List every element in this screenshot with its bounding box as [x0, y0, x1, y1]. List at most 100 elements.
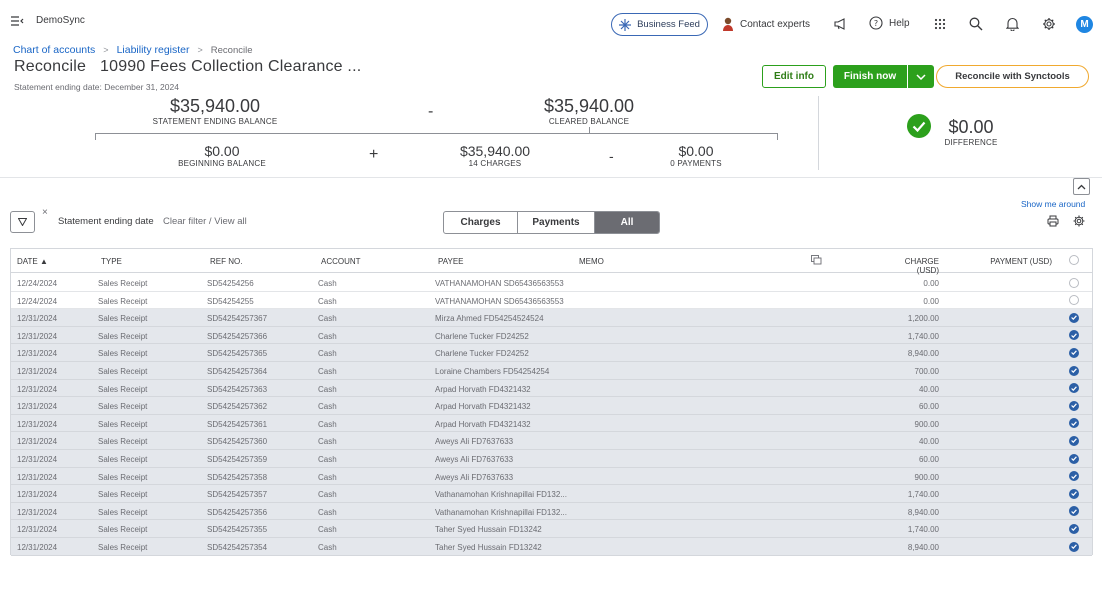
cell-payee: VATHANAMOHAN SD65436563553 [435, 279, 564, 288]
copy-columns-icon[interactable] [811, 255, 822, 265]
segment-payments[interactable]: Payments [518, 212, 595, 233]
cell-date: 12/31/2024 [17, 349, 58, 359]
cleared-check-icon[interactable] [1069, 488, 1079, 499]
cleared-check-icon[interactable] [1069, 383, 1079, 394]
table-row[interactable]: 12/31/2024 Sales Receipt SD54254257354 Cash… [11, 538, 1092, 556]
cleared-check-icon[interactable] [1069, 471, 1079, 482]
cell-charge: 40.00 [918, 384, 939, 394]
cleared-check-icon[interactable] [1069, 523, 1079, 534]
statement-ending-balance: $35,940.00 STATEMENT ENDING BALANCE [120, 96, 310, 126]
segment-all[interactable]: All [595, 212, 659, 233]
reconcile-with-synctools-button[interactable]: Reconcile with Synctools [936, 65, 1089, 88]
filter-button[interactable] [10, 211, 35, 233]
search-icon[interactable] [969, 17, 983, 31]
cell-ref: SD54254257365 [207, 349, 268, 359]
table-row[interactable]: 12/31/2024 Sales Receipt SD54254257358 Cash… [11, 467, 1092, 486]
cleared-check-icon[interactable] [1069, 506, 1079, 517]
menu-toggle-icon[interactable] [11, 15, 24, 26]
table-row[interactable]: 12/31/2024 Sales Receipt SD54254257357 Cash… [11, 485, 1092, 503]
cell-payee: Aweys Ali FD7637633 [435, 455, 514, 464]
col-header-ref[interactable]: REF NO. [210, 257, 243, 266]
transactions-table: DATE ▲ TYPE REF NO. ACCOUNT PAYEE MEMO C… [10, 248, 1093, 556]
cleared-check-icon[interactable] [1069, 418, 1079, 429]
segment-charges[interactable]: Charges [444, 212, 518, 233]
table-row[interactable]: 12/31/2024 Sales Receipt SD54254257364 Cash… [11, 362, 1092, 380]
cleared-check-icon[interactable] [1069, 435, 1079, 446]
cell-charge: 60.00 [918, 402, 939, 412]
bell-icon[interactable] [1006, 17, 1019, 31]
finish-now-button[interactable]: Finish now [833, 65, 907, 88]
col-header-date[interactable]: DATE ▲ [17, 257, 48, 266]
cleared-check-icon[interactable] [1069, 453, 1079, 464]
cell-type: Sales Receipt [98, 490, 148, 500]
finish-options-dropdown[interactable] [908, 65, 934, 88]
cleared-check-icon[interactable] [1069, 312, 1079, 323]
table-settings-gear-icon[interactable] [1073, 215, 1085, 227]
breadcrumb-liability-register[interactable]: Liability register [116, 44, 190, 56]
cleared-check-icon[interactable] [1069, 347, 1079, 358]
cell-charge: 60.00 [918, 455, 939, 464]
uncleared-radio[interactable] [1069, 277, 1079, 288]
table-row[interactable]: 12/31/2024 Sales Receipt SD54254257366 Cash… [11, 326, 1092, 345]
col-header-type[interactable]: TYPE [101, 257, 122, 266]
cleared-check-icon[interactable] [1069, 541, 1079, 552]
cell-ref: SD54254257363 [207, 384, 268, 394]
clear-filter-close-icon[interactable]: × [42, 207, 48, 218]
table-row[interactable]: 12/31/2024 Sales Receipt SD54254257355 Cash… [11, 520, 1092, 538]
cell-payee: Charlene Tucker FD24252 [435, 331, 529, 341]
col-header-charge[interactable]: CHARGE (USD) [904, 257, 939, 275]
edit-info-button[interactable]: Edit info [762, 65, 826, 88]
payments-total: $0.00 0 PAYMENTS [626, 143, 766, 168]
col-header-payment[interactable]: PAYMENT (USD) [990, 257, 1052, 266]
table-row[interactable]: 12/31/2024 Sales Receipt SD54254257356 Cash… [11, 502, 1092, 521]
cell-account: Cash [318, 455, 337, 464]
cell-type: Sales Receipt [98, 402, 148, 412]
megaphone-icon[interactable] [834, 18, 847, 30]
cell-type: Sales Receipt [98, 384, 148, 394]
collapse-summary-button[interactable] [1073, 178, 1090, 195]
col-header-memo[interactable]: MEMO [579, 257, 604, 266]
table-row[interactable]: 12/31/2024 Sales Receipt SD54254257362 Cash… [11, 397, 1092, 415]
cell-charge: 900.00 [914, 472, 939, 482]
breadcrumb-separator: > [197, 45, 203, 55]
cleared-check-icon[interactable] [1069, 365, 1079, 376]
select-all-radio[interactable] [1069, 255, 1079, 265]
user-avatar[interactable]: M [1076, 16, 1093, 33]
print-icon[interactable] [1047, 215, 1059, 227]
cell-payee: Arpad Horvath FD4321432 [435, 384, 531, 394]
cleared-check-icon[interactable] [1069, 400, 1079, 411]
cleared-check-icon[interactable] [1069, 330, 1079, 341]
table-row[interactable]: 12/31/2024 Sales Receipt SD54254257360 Cash… [11, 432, 1092, 450]
cell-ref: SD54254257362 [207, 402, 268, 412]
cell-account: Cash [318, 367, 337, 376]
table-row[interactable]: 12/24/2024 Sales Receipt SD54254256 Cash VAT… [11, 274, 1092, 292]
col-header-payee[interactable]: PAYEE [438, 257, 464, 266]
summary-bracket-left [95, 133, 96, 140]
help-button[interactable]: ? Help [869, 16, 910, 30]
cell-payee: Taher Syed Hussain FD13242 [435, 543, 542, 552]
cell-date: 12/31/2024 [17, 402, 58, 412]
table-row[interactable]: 12/31/2024 Sales Receipt SD54254257365 Cash… [11, 344, 1092, 362]
apps-grid-icon[interactable] [934, 18, 946, 30]
show-me-around-link[interactable]: Show me around [1021, 199, 1086, 209]
statement-ending-balance-label: STATEMENT ENDING BALANCE [152, 117, 278, 126]
table-row[interactable]: 12/31/2024 Sales Receipt SD54254257361 Cash… [11, 414, 1092, 433]
table-row[interactable]: 12/31/2024 Sales Receipt SD54254257363 Cash… [11, 379, 1092, 398]
cell-payee: VATHANAMOHAN SD65436563553 [435, 296, 564, 306]
table-row[interactable]: 12/24/2024 Sales Receipt SD54254255 Cash VAT… [11, 292, 1092, 310]
charges-total-amount: $35,940.00 [459, 143, 531, 159]
business-feed-button[interactable]: Business Feed [611, 13, 708, 36]
col-header-account[interactable]: ACCOUNT [321, 257, 361, 266]
settings-gear-icon[interactable] [1042, 17, 1056, 31]
cell-date: 12/31/2024 [17, 455, 58, 464]
cell-date: 12/31/2024 [17, 437, 58, 447]
clear-filter-link[interactable]: Clear filter / View all [163, 216, 247, 227]
contact-experts-button[interactable]: Contact experts [722, 17, 810, 31]
expert-avatar-icon [722, 17, 734, 31]
uncleared-radio[interactable] [1069, 295, 1079, 306]
cell-type: Sales Receipt [98, 296, 148, 306]
breadcrumb-chart-of-accounts[interactable]: Chart of accounts [13, 44, 96, 56]
table-row[interactable]: 12/31/2024 Sales Receipt SD54254257367 Cash… [11, 309, 1092, 327]
table-row[interactable]: 12/31/2024 Sales Receipt SD54254257359 Cash… [11, 450, 1092, 468]
summary-bracket-right [777, 133, 778, 140]
